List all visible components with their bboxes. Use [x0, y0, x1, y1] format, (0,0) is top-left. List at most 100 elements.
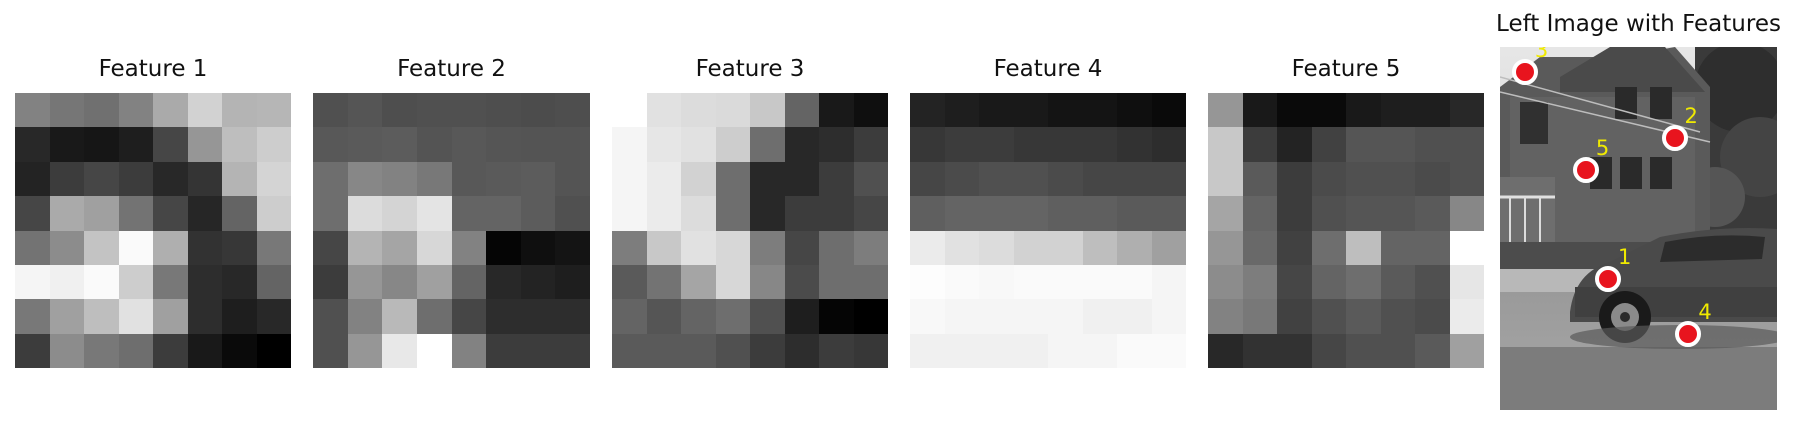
patch-cell — [944, 333, 979, 368]
patch-cell — [347, 230, 383, 265]
patch-cell — [187, 230, 222, 265]
patch-cell — [1242, 127, 1277, 162]
patch-cell — [1082, 161, 1117, 197]
patch-cell — [84, 230, 119, 265]
patch-cell — [1380, 127, 1415, 162]
patch-cell — [1151, 333, 1186, 368]
patch-cell — [118, 93, 153, 128]
street-scene-image — [1500, 47, 1777, 410]
patch-cell — [1311, 264, 1346, 300]
patch-cell — [1346, 264, 1381, 300]
patch-cell — [1311, 161, 1346, 197]
patch-cell — [153, 127, 188, 162]
patch-cell — [1048, 127, 1083, 162]
patch-cell — [1208, 230, 1243, 265]
patch-cell — [715, 230, 750, 265]
patch-cell — [1380, 161, 1415, 197]
patch-cell — [118, 127, 153, 162]
patch-cell — [681, 161, 716, 197]
panel-title-feature-2: Feature 2 — [397, 56, 506, 82]
patch-cell — [1048, 299, 1083, 334]
patch-cell — [118, 161, 153, 197]
patch-cell — [347, 161, 383, 197]
patch-cell — [15, 196, 50, 231]
patch-cell — [1415, 230, 1450, 265]
patch-cell — [944, 299, 979, 334]
patch-cell — [256, 161, 291, 197]
patch-cell — [910, 333, 945, 368]
patch-cell — [1082, 333, 1117, 368]
patch-cell — [347, 299, 383, 334]
patch-cell — [1117, 127, 1152, 162]
patch-cell — [646, 196, 681, 231]
patch-cell — [313, 333, 348, 368]
patch-cell — [819, 333, 854, 368]
patch-cell — [1380, 93, 1415, 128]
patch-cell — [1380, 196, 1415, 231]
patch-cell — [681, 230, 716, 265]
patch-cell — [1415, 93, 1450, 128]
patch-cell — [681, 93, 716, 128]
patch-cell — [1277, 93, 1312, 128]
patch-cell — [1449, 161, 1484, 197]
patch-cell — [555, 196, 590, 231]
patch-cell — [84, 264, 119, 300]
patch-cell — [313, 299, 348, 334]
left-image-photo: 1 2 3 4 5 — [1500, 47, 1777, 410]
patch-cell — [1082, 127, 1117, 162]
patch-cell — [118, 264, 153, 300]
patch-cell — [1277, 264, 1312, 300]
patch-cell — [1380, 299, 1415, 334]
patch-cell — [15, 230, 50, 265]
patch-cell — [853, 299, 888, 334]
patch-cell — [222, 161, 257, 197]
patch-cell — [853, 333, 888, 368]
patch-cell — [1082, 299, 1117, 334]
patch-cell — [944, 161, 979, 197]
patch-cell — [910, 196, 945, 231]
patch-cell — [681, 264, 716, 300]
patch-cell — [681, 196, 716, 231]
patch-cell — [1277, 230, 1312, 265]
patch-cell — [750, 196, 785, 231]
feature-marker-3 — [1511, 59, 1538, 86]
patch-cell — [1311, 299, 1346, 334]
patch-cell — [612, 127, 647, 162]
patch-cell — [1048, 93, 1083, 128]
patch-cell — [84, 333, 119, 368]
patch-cell — [646, 333, 681, 368]
patch-cell — [382, 299, 417, 334]
patch-cell — [1013, 299, 1048, 334]
feature-marker-label: 2 — [1684, 103, 1698, 128]
patch-cell — [313, 161, 348, 197]
patch-cell — [1242, 299, 1277, 334]
patch-cell — [256, 230, 291, 265]
patch-cell — [819, 299, 854, 334]
patch-cell — [256, 299, 291, 334]
patch-cell — [1013, 264, 1048, 300]
patch-cell — [520, 333, 556, 368]
patch-cell — [715, 127, 750, 162]
patch-cell — [118, 196, 153, 231]
patch-cell — [1117, 264, 1152, 300]
panel-title-feature-1: Feature 1 — [98, 56, 208, 82]
patch-cell — [187, 299, 222, 334]
patch-cell — [555, 230, 590, 265]
patch-cell — [382, 161, 417, 197]
patch-cell — [1415, 264, 1450, 300]
patch-cell — [1277, 299, 1312, 334]
patch-cell — [910, 127, 945, 162]
patch-cell — [646, 93, 681, 128]
patch-cell — [451, 299, 487, 334]
patch-cell — [1277, 161, 1312, 197]
patch-cell — [222, 93, 257, 128]
patch-cell — [153, 93, 188, 128]
patch-cell — [1117, 230, 1152, 265]
patch-cell — [555, 299, 590, 334]
patch-cell — [1415, 299, 1450, 334]
patch-cell — [612, 333, 647, 368]
feature-marker-4 — [1675, 320, 1702, 347]
patch-cell — [612, 161, 647, 197]
patch-cell — [1208, 127, 1243, 162]
patch-cell — [451, 196, 487, 231]
